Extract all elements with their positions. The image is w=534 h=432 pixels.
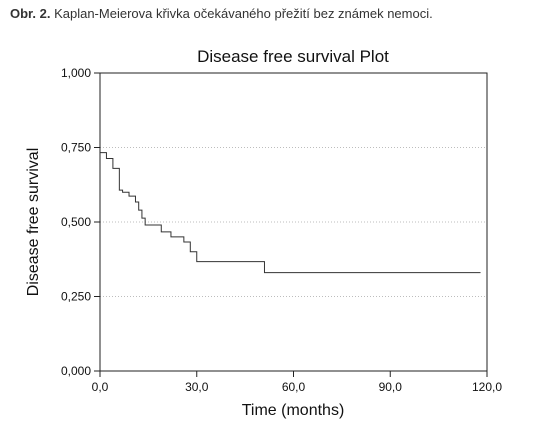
x-tick-label-2: 60,0 <box>282 380 306 394</box>
y-tick-label-2: 0,500 <box>61 215 91 229</box>
x-tick-label-1: 30,0 <box>185 380 209 394</box>
y-tick-label-0: 0,000 <box>61 364 91 378</box>
y-axis: 0,000 0,250 0,500 0,750 1,000 <box>61 66 100 378</box>
figure-caption-text: Kaplan-Meierova křivka očekávaného přeži… <box>50 6 433 21</box>
y-tick-label-4: 1,000 <box>61 66 91 80</box>
chart-title: Disease free survival Plot <box>197 47 389 66</box>
x-tick-label-3: 90,0 <box>379 380 403 394</box>
y-tick-label-3: 0,750 <box>61 141 91 155</box>
grid-lines <box>100 147 487 297</box>
figure-caption-label: Obr. 2. <box>10 6 51 21</box>
y-tick-label-1: 0,250 <box>61 290 91 304</box>
survival-curve <box>100 152 481 274</box>
x-axis: 0,0 30,0 60,0 90,0 120,0 <box>92 371 502 394</box>
plot-frame <box>99 72 488 372</box>
x-tick-label-0: 0,0 <box>92 380 109 394</box>
x-tick-label-4: 120,0 <box>472 380 502 394</box>
x-axis-title: Time (months) <box>242 402 345 419</box>
figure-caption: Obr. 2. Kaplan-Meierova křivka očekávané… <box>10 6 433 21</box>
y-axis-title: Disease free survival <box>25 148 42 297</box>
